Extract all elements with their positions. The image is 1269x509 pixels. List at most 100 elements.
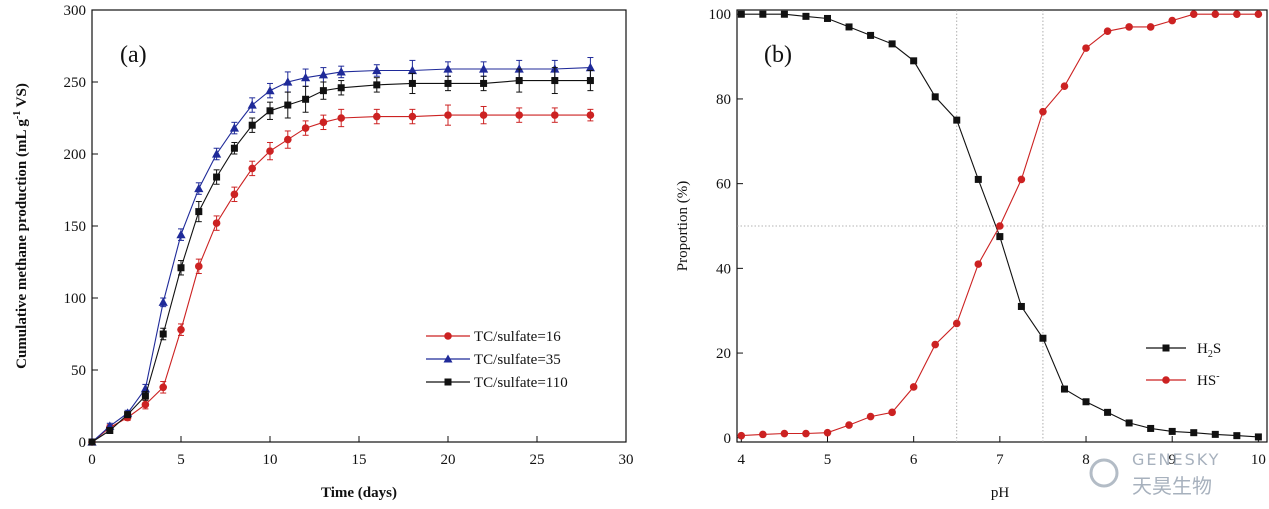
data-point bbox=[802, 429, 810, 438]
y-tick-label: 80 bbox=[716, 92, 731, 108]
data-point bbox=[551, 111, 559, 119]
legend-label-h2s: H2S bbox=[1197, 341, 1221, 360]
data-point bbox=[888, 408, 896, 417]
y-tick-label: 250 bbox=[64, 75, 87, 91]
data-point bbox=[230, 144, 238, 152]
data-point bbox=[230, 190, 239, 199]
data-point bbox=[1017, 175, 1026, 184]
data-point bbox=[823, 14, 831, 22]
data-point bbox=[1039, 334, 1047, 342]
data-point bbox=[301, 72, 311, 82]
data-point bbox=[1233, 432, 1241, 440]
data-point bbox=[140, 383, 150, 393]
legend-a: TC/sulfate=16 TC/sulfate=35 TC/sulfate=1… bbox=[420, 322, 610, 392]
y-tick-label: 300 bbox=[64, 3, 87, 19]
y-tick-label: 60 bbox=[716, 177, 731, 193]
x-tick-label: 30 bbox=[619, 452, 634, 468]
legend-marker-series-1 bbox=[444, 332, 452, 340]
data-point bbox=[444, 111, 452, 119]
data-point bbox=[265, 85, 275, 95]
b-series-1 bbox=[737, 10, 1262, 441]
data-point bbox=[1146, 23, 1155, 31]
data-point bbox=[759, 10, 767, 18]
data-point bbox=[1060, 385, 1068, 393]
x-tick-label: 4 bbox=[738, 452, 746, 468]
data-point bbox=[336, 67, 346, 76]
legend-marker-series-2 bbox=[443, 354, 453, 363]
data-point bbox=[586, 111, 595, 119]
x-axis-label-a: Time (days) bbox=[321, 485, 397, 501]
data-point bbox=[1211, 430, 1219, 438]
data-point bbox=[802, 12, 810, 20]
series-a bbox=[87, 57, 595, 446]
data-point bbox=[780, 10, 788, 18]
data-point bbox=[1190, 429, 1198, 437]
a-series-3-line bbox=[91, 80, 591, 443]
data-point bbox=[158, 297, 168, 306]
data-point bbox=[952, 319, 961, 328]
data-point bbox=[408, 79, 416, 87]
x-tick-label: 6 bbox=[910, 452, 918, 468]
data-point bbox=[88, 438, 96, 446]
data-point bbox=[124, 411, 132, 419]
data-point bbox=[1189, 10, 1198, 19]
y-tick-label: 40 bbox=[716, 261, 731, 277]
data-point bbox=[759, 430, 767, 439]
y-tick-label: 50 bbox=[71, 363, 86, 379]
data-point bbox=[248, 121, 256, 129]
legend-label-series-3: TC/sulfate=110 bbox=[474, 375, 568, 391]
y-tick-label: 100 bbox=[709, 7, 732, 23]
data-point bbox=[337, 84, 345, 92]
data-point bbox=[479, 64, 489, 73]
data-point bbox=[266, 147, 274, 155]
data-point bbox=[515, 77, 523, 85]
data-point bbox=[910, 57, 918, 65]
x-tick-label: 10 bbox=[1251, 452, 1266, 468]
y-tick-label: 0 bbox=[724, 431, 732, 447]
data-point bbox=[953, 116, 961, 124]
panel-label-b: (b) bbox=[764, 42, 792, 68]
data-point bbox=[141, 400, 150, 409]
data-point bbox=[106, 426, 114, 434]
data-point bbox=[514, 64, 524, 73]
a-series-1 bbox=[88, 104, 595, 446]
data-point bbox=[996, 233, 1004, 241]
y-tick-label: 0 bbox=[79, 435, 87, 451]
data-point bbox=[480, 79, 488, 87]
watermark-swirl-icon bbox=[1089, 458, 1119, 488]
data-point bbox=[319, 118, 328, 127]
data-point bbox=[247, 100, 257, 109]
y-tick-label: 150 bbox=[64, 219, 87, 235]
a-series-2-line bbox=[91, 67, 591, 443]
data-point bbox=[737, 10, 745, 18]
data-point bbox=[444, 79, 452, 87]
data-point bbox=[266, 107, 274, 115]
watermark-logo: GENESKY 天昊生物 bbox=[1089, 450, 1220, 498]
x-axis-label-b: pH bbox=[991, 485, 1010, 501]
legend-label-series-2: TC/sulfate=35 bbox=[474, 352, 561, 368]
data-point bbox=[159, 383, 167, 392]
legend-marker-h2s bbox=[1162, 344, 1170, 352]
panel-label-a: (a) bbox=[120, 42, 147, 68]
data-point bbox=[319, 87, 327, 95]
data-point bbox=[1125, 419, 1133, 427]
watermark-brand: GENESKY bbox=[1132, 450, 1220, 469]
data-point bbox=[302, 95, 310, 103]
data-point bbox=[1254, 433, 1262, 441]
data-point bbox=[1082, 44, 1090, 52]
data-point bbox=[867, 31, 875, 39]
panel-a: (a) Time (days) Cumulative methane produ… bbox=[12, 3, 634, 501]
x-tick-label: 7 bbox=[996, 452, 1004, 468]
data-point bbox=[1233, 10, 1241, 19]
legend-b: H2S HS- bbox=[1146, 341, 1221, 389]
data-point bbox=[479, 111, 488, 119]
b-series-2 bbox=[737, 10, 1263, 440]
data-point bbox=[585, 62, 595, 72]
data-point bbox=[586, 77, 594, 85]
data-point bbox=[301, 124, 310, 132]
data-point bbox=[177, 264, 185, 272]
data-point bbox=[213, 173, 221, 181]
a-series-3 bbox=[88, 67, 594, 446]
legend-label-hs: HS- bbox=[1197, 371, 1220, 389]
data-point bbox=[212, 149, 222, 158]
